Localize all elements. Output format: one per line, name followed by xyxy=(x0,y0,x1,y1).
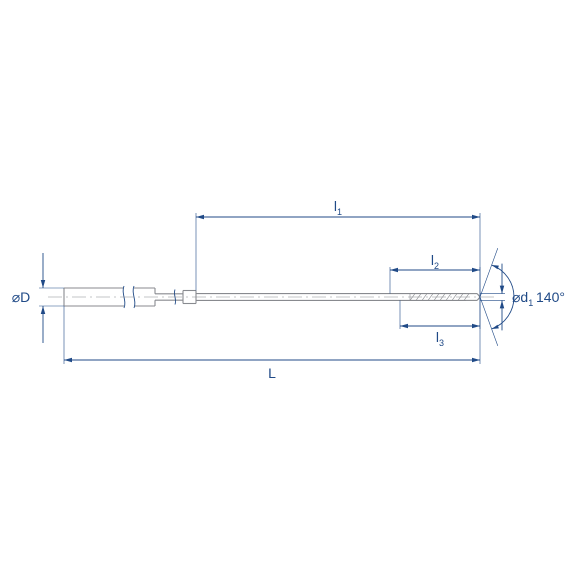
label-l3: l3 xyxy=(436,329,444,348)
label-angle: 140° xyxy=(536,289,565,305)
label-L: L xyxy=(268,365,276,381)
label-l1: l1 xyxy=(334,198,342,217)
label-l2: l2 xyxy=(431,252,439,271)
label-D: ⌀D xyxy=(12,289,31,305)
label-d1: ⌀d1 xyxy=(512,289,533,308)
